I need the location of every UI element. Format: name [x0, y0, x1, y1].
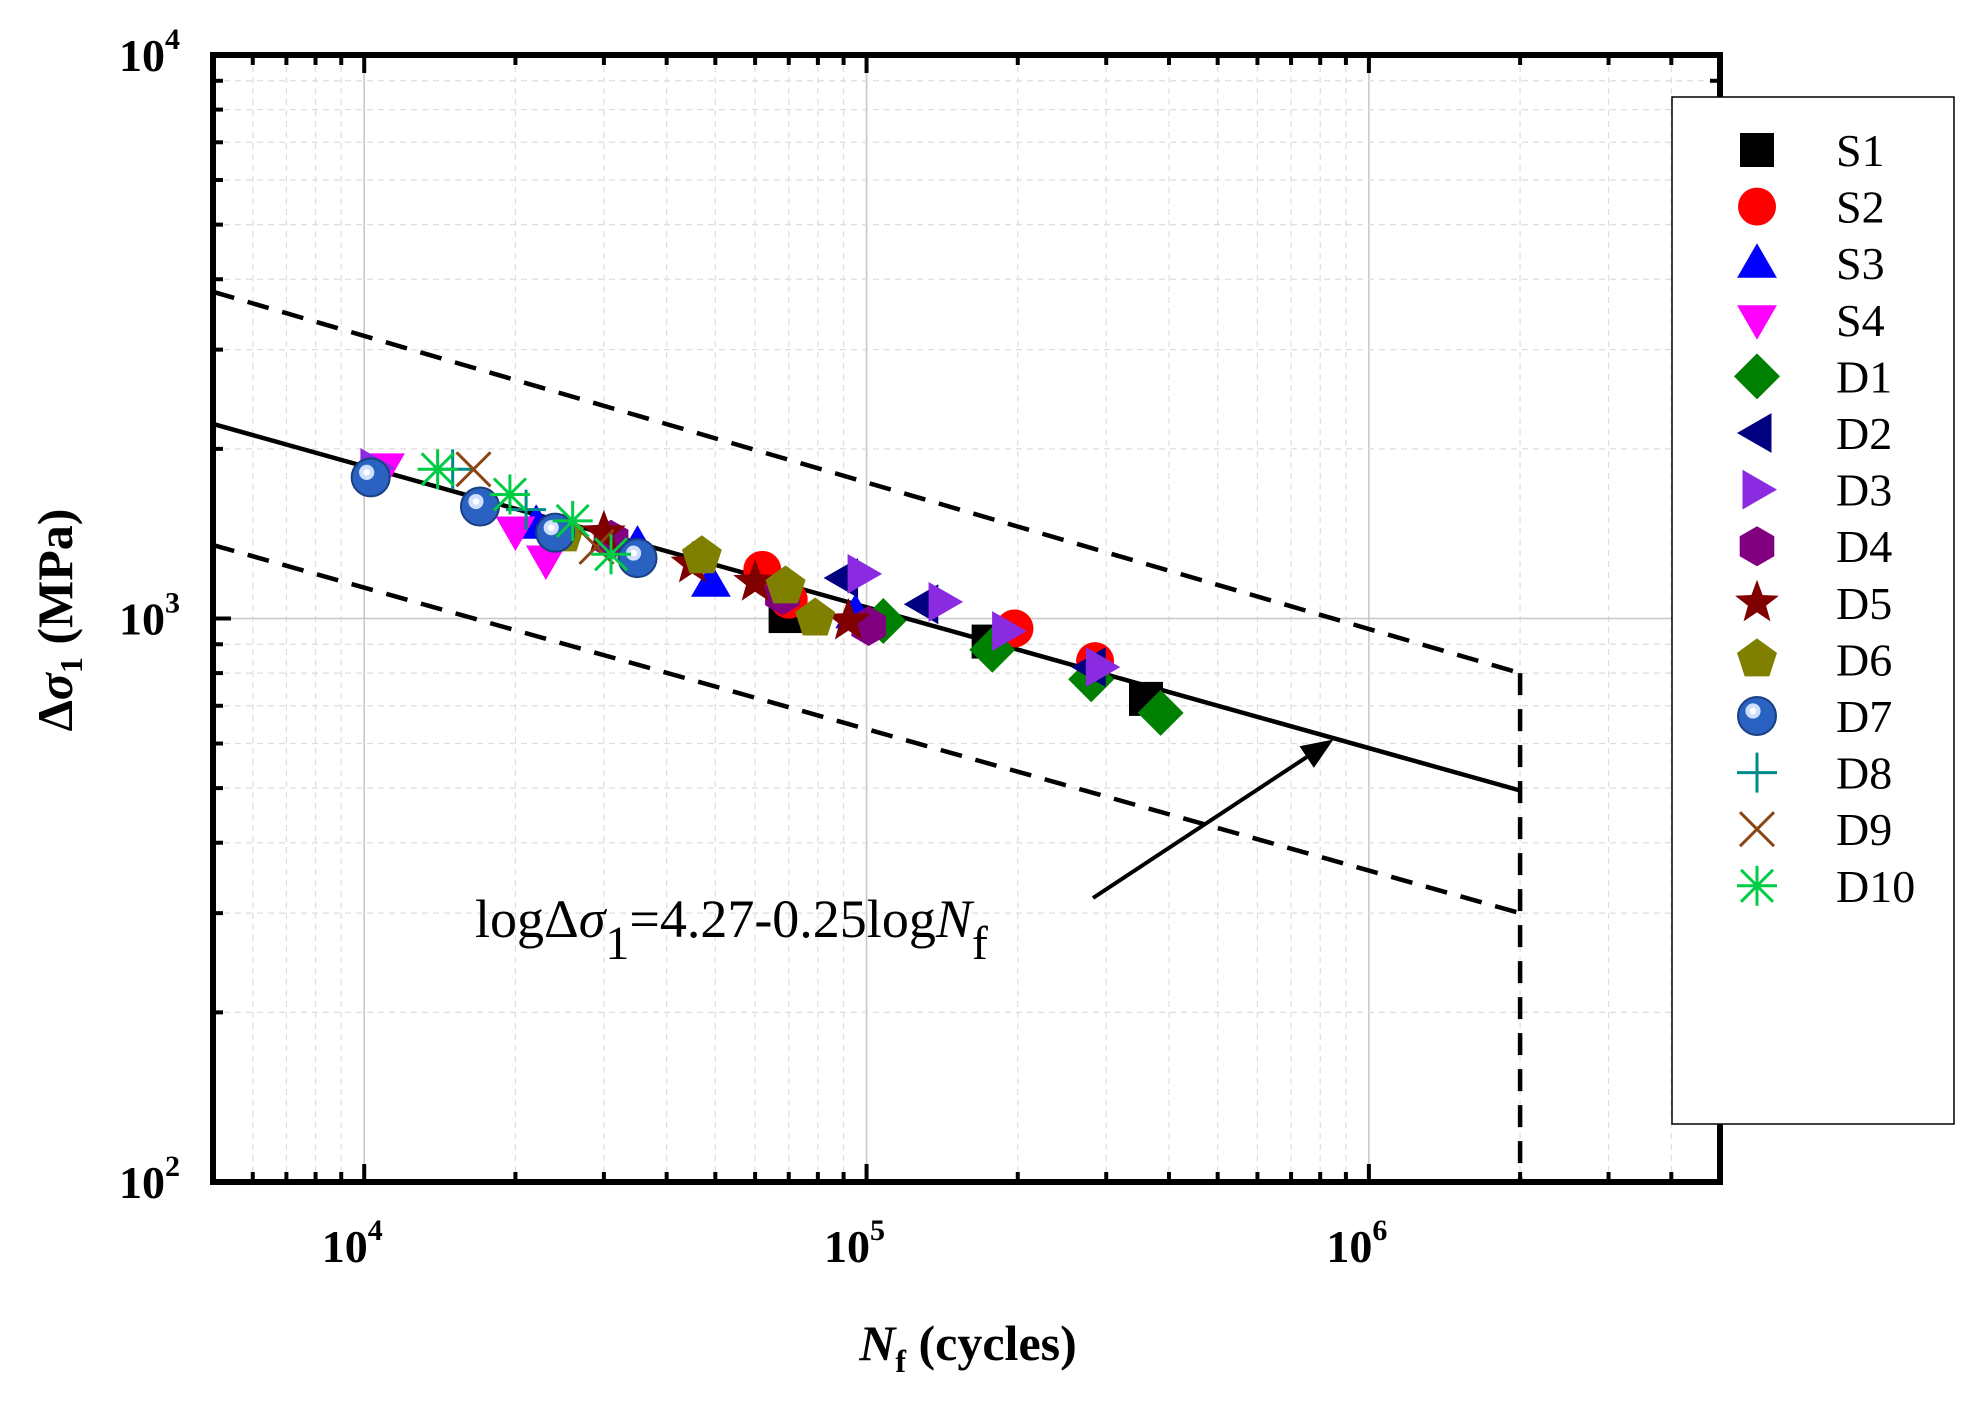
legend-marker-s4 — [1737, 305, 1777, 340]
axis-ticks: 104 105 106 102 103 104 — [119, 23, 1722, 1272]
data-markers — [350, 448, 1184, 736]
data-point-d5 — [582, 509, 626, 552]
x-tick-label: 104 — [322, 1214, 383, 1272]
legend-marker-d9 — [1738, 811, 1776, 848]
data-point-d3 — [992, 611, 1027, 651]
legend-marker-s3 — [1737, 243, 1777, 278]
data-point-d7-highlight — [548, 524, 555, 531]
legend-marker-d2 — [1737, 413, 1772, 453]
data-point-s4 — [526, 545, 566, 580]
y-tick-label: 102 — [119, 1150, 180, 1208]
annotation-arrow-shaft — [1091, 755, 1308, 900]
upper-bound-line — [212, 289, 1521, 676]
legend-marker-d5 — [1735, 579, 1779, 622]
legend-marker-d3 — [1742, 469, 1777, 510]
lower-bound-line — [212, 542, 1521, 916]
data-point-d10-b — [492, 477, 527, 512]
legend-marker-d10 — [1737, 865, 1777, 906]
fit-lines — [212, 289, 1523, 1182]
data-point-s3 — [691, 562, 731, 597]
legend-label-d8: D8 — [1836, 748, 1892, 799]
data-point-d6 — [795, 597, 836, 636]
legend-marker-d4 — [1739, 526, 1775, 567]
legend-marker-d6 — [1737, 638, 1777, 677]
x-axis-label: Nf (cycles) — [858, 1315, 1077, 1379]
data-point-d10-b — [593, 537, 629, 572]
data-point-d10 — [591, 534, 632, 575]
data-point-d7 — [535, 512, 576, 553]
data-point-d10-b — [420, 452, 455, 487]
legend-label-s3: S3 — [1836, 238, 1885, 289]
legend-box — [1671, 96, 1955, 1125]
y-tick-label: 104 — [119, 23, 180, 81]
legend-label-d5: D5 — [1836, 578, 1892, 629]
legend-label-d3: D3 — [1836, 465, 1892, 516]
legend-label-d7: D7 — [1836, 691, 1892, 742]
data-point-d1 — [1137, 689, 1184, 736]
legend-label-d1: D1 — [1836, 351, 1892, 402]
data-point-d5 — [826, 598, 871, 640]
legend-marker-s1 — [1740, 133, 1774, 167]
data-point-d3 — [847, 554, 883, 594]
legend-label-d4: D4 — [1836, 521, 1892, 572]
legend-marker-s2 — [1738, 187, 1776, 226]
data-point-d10 — [552, 500, 593, 541]
data-point-d3 — [928, 582, 964, 622]
legend-label-s4: S4 — [1836, 295, 1885, 346]
legend-marker-d7-highlight — [1749, 707, 1757, 715]
y-tick-label: 103 — [119, 587, 180, 645]
data-point-d7 — [350, 457, 391, 498]
data-point-d6 — [765, 565, 806, 604]
x-tick-label: 106 — [1326, 1214, 1387, 1272]
data-point-d7 — [459, 486, 500, 527]
data-point-d9 — [455, 451, 492, 488]
data-point-d7-highlight — [472, 498, 480, 505]
legend-label-d6: D6 — [1836, 634, 1892, 685]
legend-label-s2: S2 — [1836, 182, 1885, 233]
y-axis-label: Δσ1 (MPa) — [27, 509, 89, 732]
data-point-d7-highlight — [630, 549, 637, 557]
legend-label-s1: S1 — [1836, 125, 1885, 176]
x-tick-label: 105 — [824, 1214, 885, 1272]
data-point-d3 — [1085, 647, 1121, 687]
data-point-d7 — [617, 538, 658, 579]
data-point-d9-b — [578, 528, 615, 565]
data-point-d7-highlight — [363, 469, 370, 476]
data-point-d10 — [489, 474, 530, 515]
grid — [212, 54, 1721, 1183]
data-point-d6 — [681, 535, 722, 574]
legend-label-d2: D2 — [1836, 408, 1892, 459]
legend-marker-d7 — [1737, 696, 1777, 736]
legend-label-d9: D9 — [1836, 804, 1892, 855]
legend-marker-d9-b — [1738, 811, 1776, 848]
data-point-d9-b — [455, 451, 492, 488]
data-point-d5 — [733, 559, 777, 601]
data-point-d10 — [417, 449, 458, 490]
legend-label-d10: D10 — [1836, 861, 1915, 912]
legend-marker-d10-b — [1739, 868, 1775, 903]
fit-equation-annotation: logΔσ1=4.27-0.25logNf — [475, 889, 988, 970]
annotation-arrow-head — [1299, 739, 1334, 768]
fit-line — [212, 421, 1521, 793]
legend-marker-d8 — [1737, 752, 1777, 793]
legend-marker-d1 — [1734, 353, 1780, 400]
data-point-d10-b — [555, 503, 590, 538]
